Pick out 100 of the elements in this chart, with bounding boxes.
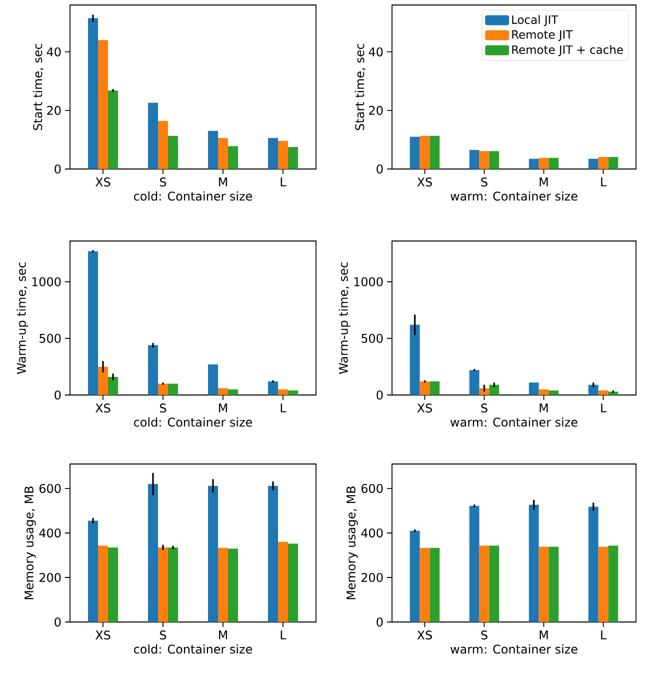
bar <box>218 548 228 622</box>
x-axis-title: warm: Container size <box>450 417 578 427</box>
bar <box>88 251 98 395</box>
y-tick-label: 200 <box>40 572 61 582</box>
bar <box>608 156 618 169</box>
x-tick-label: S <box>160 178 166 187</box>
legend-label: Remote JIT + cache <box>512 45 623 56</box>
bar <box>489 384 500 395</box>
y-axis-title: Start time, sec <box>32 44 44 130</box>
bar <box>538 546 549 622</box>
x-axis-title: cold: Container size <box>134 644 252 654</box>
bar <box>469 150 480 169</box>
x-tick-label: S <box>481 404 488 413</box>
x-tick-label: S <box>481 178 488 187</box>
bar <box>228 389 238 395</box>
bar <box>528 382 539 395</box>
bar <box>98 40 108 169</box>
y-tick-label: 200 <box>362 572 383 582</box>
y-tick-label: 400 <box>361 528 383 538</box>
x-tick-label: M <box>219 404 227 412</box>
bar <box>148 345 158 395</box>
bar <box>88 520 98 622</box>
bar <box>98 366 108 395</box>
x-tick-label: S <box>160 404 166 413</box>
y-tick-label: 400 <box>39 528 61 538</box>
bar <box>598 156 608 169</box>
y-tick-label: 0 <box>376 617 383 627</box>
y-axis-title: Start time, sec <box>354 44 366 130</box>
y-axis-title: Warm-up time, sec <box>338 262 350 374</box>
y-tick-label: 40 <box>368 47 383 56</box>
y-tick-label: 500 <box>362 334 383 343</box>
y-tick-label: 20 <box>369 106 383 115</box>
y-tick-label: 600 <box>361 484 383 494</box>
x-tick-label: L <box>280 630 286 640</box>
y-axis-title: Memory usage, MB <box>346 486 358 600</box>
x-tick-label: S <box>481 630 488 640</box>
legend-label: Local JIT <box>512 15 558 26</box>
y-tick-label: 40 <box>46 47 61 56</box>
bar <box>108 547 118 622</box>
bar <box>158 384 168 395</box>
x-tick-label: XS <box>417 404 432 413</box>
bar <box>489 151 500 169</box>
bar <box>430 381 440 395</box>
bar <box>218 388 228 395</box>
x-tick-label: M <box>540 178 548 186</box>
y-tick-label: 1000 <box>32 277 61 286</box>
bar <box>528 504 539 622</box>
y-axis-title: Memory usage, MB <box>24 486 36 600</box>
bar <box>608 546 618 622</box>
y-tick-label: 0 <box>54 617 61 627</box>
bar <box>158 120 168 169</box>
bar <box>598 546 608 622</box>
bar <box>268 486 278 622</box>
bar <box>158 547 168 622</box>
bar <box>469 370 480 395</box>
bar <box>598 390 608 395</box>
y-tick-label: 600 <box>39 484 61 494</box>
bar <box>208 486 218 622</box>
bar <box>548 158 559 169</box>
x-tick-label: L <box>601 404 607 412</box>
bar <box>208 130 218 169</box>
bar <box>608 392 618 395</box>
bar <box>479 546 490 622</box>
x-tick-label: XS <box>417 630 432 640</box>
bar <box>548 546 559 622</box>
bar <box>430 136 440 169</box>
x-tick-label: S <box>160 630 166 640</box>
bar <box>410 530 420 622</box>
bar <box>98 546 108 622</box>
bar <box>420 136 430 169</box>
bar <box>268 381 278 395</box>
bar <box>278 140 288 169</box>
bar <box>168 384 178 395</box>
y-axis-title: Warm-up time, sec <box>16 262 28 374</box>
y-tick-label: 0 <box>54 164 61 174</box>
bar <box>148 102 158 169</box>
x-axis-title: cold: Container size <box>134 417 252 427</box>
y-tick-label: 500 <box>40 334 61 343</box>
x-tick-label: XS <box>95 630 110 640</box>
bar <box>168 547 178 622</box>
bar <box>278 389 288 395</box>
bar <box>410 324 420 395</box>
x-tick-label: L <box>601 178 607 186</box>
bar <box>288 147 298 169</box>
bar <box>528 158 539 169</box>
x-tick-label: M <box>540 404 548 412</box>
legend-label: Remote JIT <box>512 30 573 41</box>
bar <box>268 138 278 169</box>
x-tick-label: XS <box>417 178 432 187</box>
y-tick-label: 1000 <box>354 277 383 286</box>
bar <box>588 158 598 169</box>
bar <box>148 484 158 622</box>
bar <box>548 390 559 395</box>
x-tick-label: M <box>219 630 227 640</box>
x-axis-title: warm: Container size <box>450 191 578 201</box>
bar <box>278 542 288 622</box>
y-tick-label: 20 <box>47 106 61 115</box>
x-axis-title: warm: Container size <box>450 644 578 654</box>
bar <box>588 506 598 622</box>
bar <box>430 548 440 622</box>
